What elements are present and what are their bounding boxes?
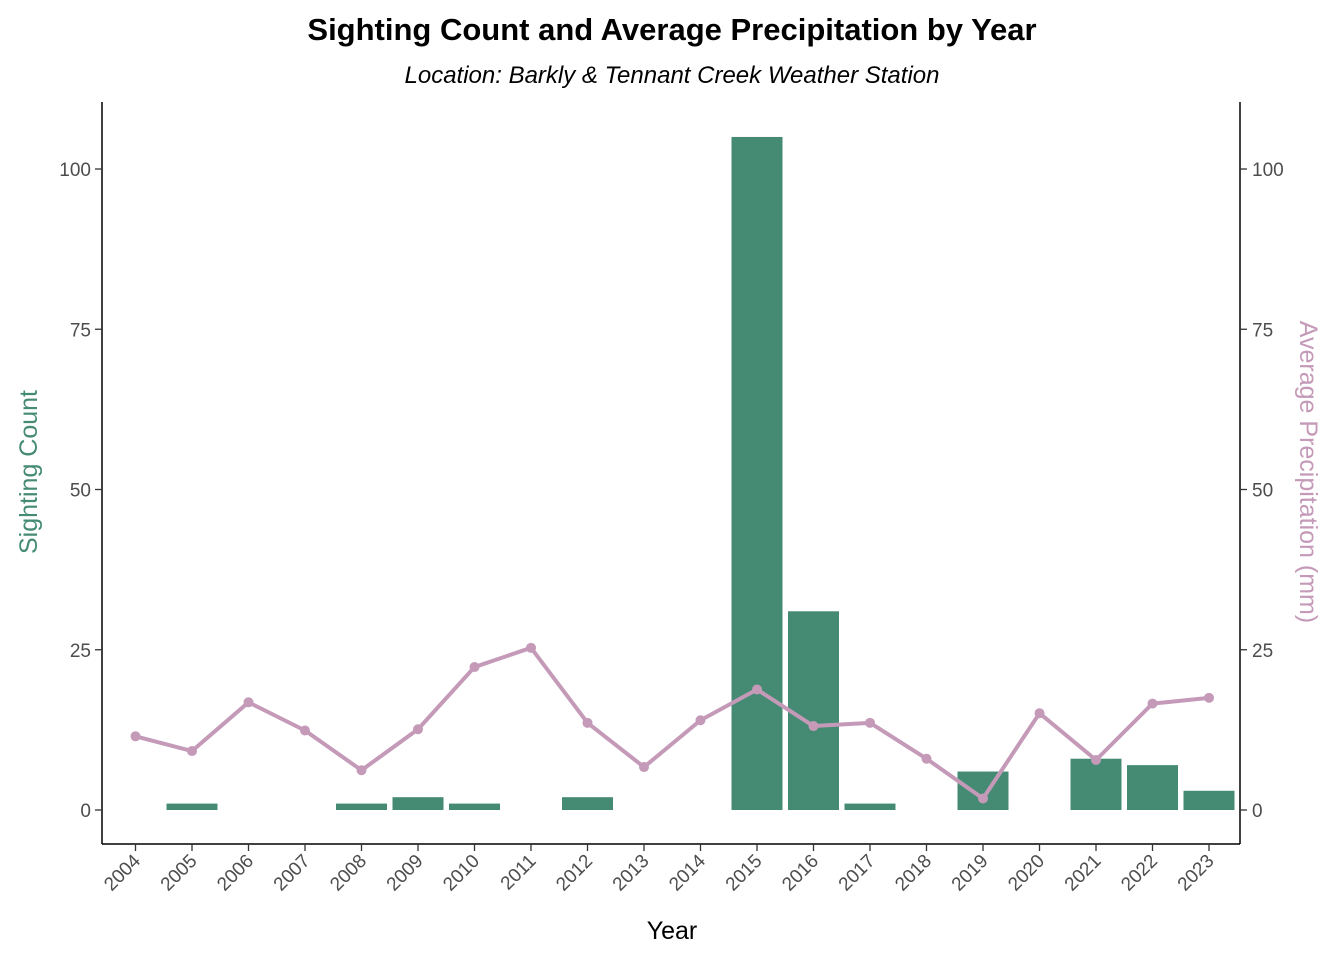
precipitation-point-2006	[243, 697, 254, 708]
bar-2015	[731, 136, 783, 810]
x-tick-label-2005: 2005	[157, 851, 202, 896]
precipitation-point-2020	[1034, 708, 1045, 719]
y-right-tick-label: 100	[1252, 160, 1284, 181]
chart-subtitle: Location: Barkly & Tennant Creek Weather…	[405, 62, 940, 89]
bar-2010	[449, 803, 500, 810]
x-tick-label-2011: 2011	[497, 851, 541, 895]
precipitation-point-2017	[865, 717, 875, 728]
precipitation-point-2015	[752, 684, 762, 695]
y-right-tick-label: 0	[1252, 801, 1263, 822]
chart-title: Sighting Count and Average Precipitation…	[307, 12, 1036, 47]
y-left-tick-label: 50	[70, 481, 91, 502]
x-tick-label-2013: 2013	[609, 851, 654, 896]
x-tick-label-2016: 2016	[778, 851, 823, 896]
x-tick-label-2020: 2020	[1004, 851, 1049, 896]
precipitation-line	[134, 645, 1210, 801]
x-tick-label-2021: 2021	[1061, 851, 1106, 896]
y-axis-right-ticks: 0 25 50 75 100	[1240, 160, 1284, 822]
precipitation-point-2008	[356, 765, 367, 776]
y-left-tick-label: 75	[70, 320, 91, 341]
y-left-tick-label: 0	[80, 801, 91, 822]
x-tick-label-2014: 2014	[665, 850, 710, 895]
x-axis-title: Year	[647, 917, 698, 945]
precipitation-point-2022	[1147, 698, 1158, 709]
x-tick-label-2008: 2008	[326, 851, 371, 896]
x-tick-label-2010: 2010	[439, 851, 484, 896]
x-tick-label-2017: 2017	[835, 851, 880, 896]
bar-2022	[1127, 765, 1178, 810]
precipitation-point-2021	[1091, 755, 1101, 766]
y-left-tick-label: 100	[59, 160, 91, 181]
precipitation-point-2019	[978, 793, 988, 804]
bar-2021	[1070, 758, 1122, 810]
precipitation-point-2012	[582, 717, 593, 728]
x-tick-label-2007: 2007	[270, 851, 315, 896]
x-tick-label-2015: 2015	[722, 851, 767, 896]
x-tick-label-2018: 2018	[891, 851, 936, 896]
y-left-tick-label: 25	[70, 641, 91, 662]
x-tick-label-2023: 2023	[1174, 851, 1219, 896]
bar-2009	[392, 797, 444, 810]
precipitation-point-2011	[526, 642, 536, 653]
precipitation-point-2016	[808, 721, 819, 732]
bar-layer	[166, 136, 1235, 810]
x-tick-label-2009: 2009	[383, 851, 428, 896]
bar-2017	[844, 803, 896, 810]
precipitation-point-2010	[469, 662, 480, 673]
y-axis-left-title: Sighting Count	[15, 390, 43, 554]
bar-2008	[336, 803, 387, 810]
x-tick-label-2004: 2004	[100, 850, 145, 895]
bar-2005	[166, 803, 218, 810]
precipitation-point-2009	[413, 724, 423, 735]
x-tick-label-2012: 2012	[552, 851, 597, 896]
precipitation-point-2018	[921, 753, 932, 764]
precipitation-point-2013	[639, 762, 649, 773]
y-axis-left-ticks: 0 25 50 75 100	[59, 160, 102, 822]
x-tick-label-2022: 2022	[1117, 851, 1162, 896]
y-right-tick-label: 75	[1252, 320, 1273, 341]
precipitation-point-2005	[187, 746, 197, 757]
bar-2023	[1183, 790, 1235, 810]
y-right-tick-label: 50	[1252, 481, 1273, 502]
bar-2019	[957, 771, 1009, 810]
x-tick-label-2006: 2006	[213, 851, 258, 896]
precipitation-point-2023	[1204, 692, 1214, 703]
x-axis-ticks: 2004 2005 2006 2007 2008 2009 2010 2011 2012 2013…	[100, 844, 1219, 896]
precipitation-point-2004	[130, 731, 141, 742]
x-tick-label-2019: 2019	[948, 851, 993, 896]
line-layer	[130, 642, 1214, 804]
precipitation-point-2007	[300, 725, 310, 736]
bar-2016	[788, 611, 839, 810]
bar-2012	[562, 797, 613, 810]
y-axis-right-title: Average Precipitation (mm)	[1294, 321, 1322, 623]
precipitation-point-2014	[695, 715, 706, 726]
y-right-tick-label: 25	[1252, 641, 1273, 662]
